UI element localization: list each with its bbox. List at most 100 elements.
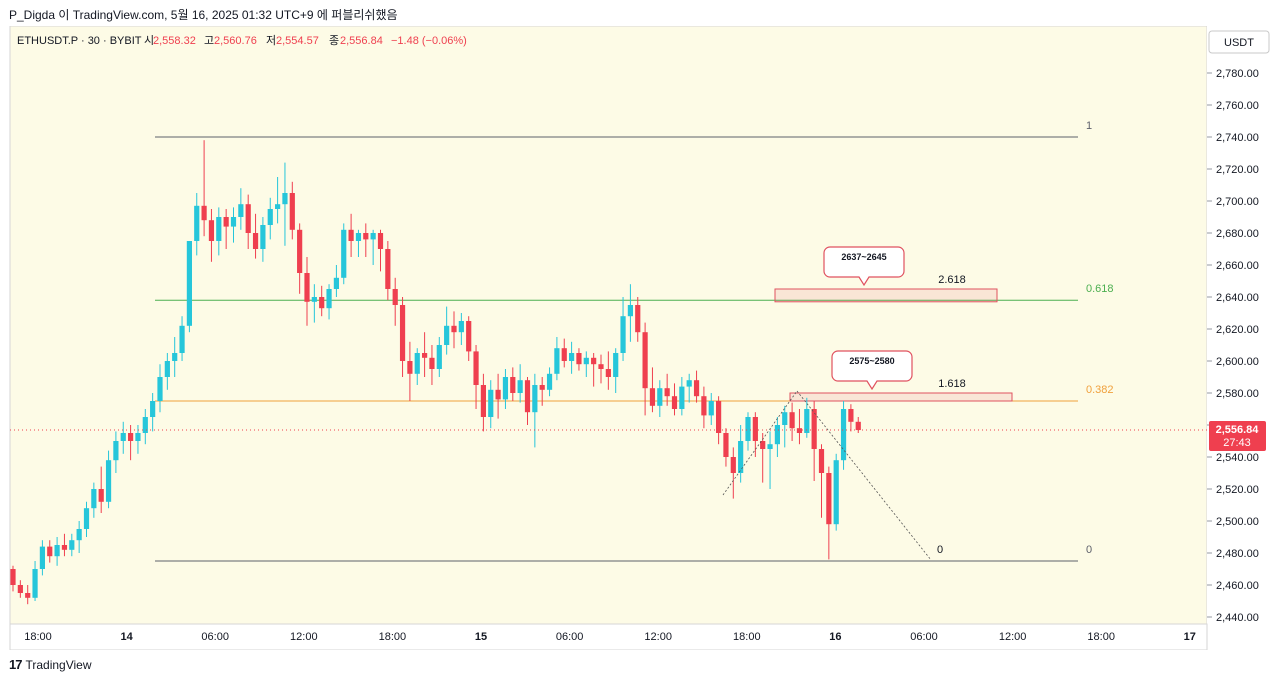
fib-label: 0.618 xyxy=(1086,283,1114,295)
candle xyxy=(69,533,75,557)
x-tick-label: 16 xyxy=(829,631,841,643)
candle xyxy=(363,223,369,257)
candle xyxy=(738,425,744,483)
candle-body xyxy=(142,417,148,433)
candle xyxy=(333,265,339,297)
candle-body xyxy=(91,489,97,509)
candle xyxy=(723,428,729,467)
candle-body xyxy=(69,540,75,550)
candle xyxy=(833,453,839,531)
candle-body xyxy=(745,417,751,441)
chart-plot-background xyxy=(9,25,1208,625)
candle xyxy=(569,341,575,374)
candle xyxy=(444,306,450,355)
y-tick-label: 2,660.00 xyxy=(1216,260,1259,272)
publish-caption: P_Digda 이 TradingView.com, 5월 16, 2025 0… xyxy=(9,8,398,22)
candle xyxy=(598,354,604,384)
candle xyxy=(230,207,237,243)
candle xyxy=(142,409,148,445)
x-tick-label: 12:00 xyxy=(290,631,318,643)
candle xyxy=(47,540,53,563)
legend-low: 2,554.57 xyxy=(276,35,319,47)
candle xyxy=(782,405,788,448)
candle xyxy=(657,380,663,417)
candle xyxy=(774,417,780,457)
candle-body xyxy=(385,249,391,289)
candle-body xyxy=(671,396,678,409)
candlestick-chart[interactable]: ETHUSDT.P · 30 · BYBIT 시 2,558.32 고 2,56… xyxy=(0,25,1280,651)
x-tick-label: 17 xyxy=(1184,631,1196,643)
candle xyxy=(341,223,347,285)
candle xyxy=(488,380,494,429)
candle xyxy=(458,313,464,345)
candle xyxy=(252,213,259,259)
candle xyxy=(686,373,692,403)
candle-body xyxy=(524,380,531,413)
candle-body xyxy=(238,204,244,217)
x-tick-label: 12:00 xyxy=(644,631,672,643)
candle-body xyxy=(32,569,38,598)
candle xyxy=(752,412,758,457)
candle-body xyxy=(128,433,134,441)
candle xyxy=(172,337,178,377)
candle xyxy=(120,421,126,454)
trend-line-up xyxy=(722,390,798,496)
fib-label-mid: 0 xyxy=(937,544,943,556)
legend-low-label: 저 xyxy=(266,34,276,47)
candle xyxy=(583,351,589,377)
candle xyxy=(105,450,112,509)
candle-body xyxy=(39,546,45,569)
y-tick-label: 2,600.00 xyxy=(1216,356,1259,368)
candle-body xyxy=(164,361,170,377)
candle-body xyxy=(605,369,611,377)
symbol-legend: ETHUSDT.P · 30 · BYBIT 시 2,558.32 고 2,56… xyxy=(17,34,467,47)
candle xyxy=(326,284,332,320)
candle xyxy=(17,580,23,598)
candle-body xyxy=(517,380,523,393)
candle-body xyxy=(826,473,832,525)
candle xyxy=(76,521,82,553)
candle-body xyxy=(135,433,141,441)
candle-body xyxy=(25,593,31,598)
candle-body xyxy=(576,353,582,365)
candle xyxy=(591,353,597,387)
currency-badge[interactable] xyxy=(1208,30,1270,54)
candle xyxy=(664,373,670,406)
candle xyxy=(730,447,736,499)
candle xyxy=(532,373,538,448)
tradingview-logo-icon: 17 xyxy=(9,657,23,672)
candle xyxy=(150,393,156,432)
candle xyxy=(208,209,215,262)
candle xyxy=(539,377,545,406)
x-tick-label: 06:00 xyxy=(201,631,229,643)
candle xyxy=(260,217,266,262)
candle-body xyxy=(282,193,288,205)
candle xyxy=(466,316,472,361)
legend-close-label: 종 xyxy=(329,35,339,47)
x-tick-label: 18:00 xyxy=(1087,631,1115,643)
candle-body xyxy=(848,409,854,422)
candle-body xyxy=(723,433,729,457)
y-tick-label: 2,500.00 xyxy=(1216,516,1259,528)
candle-body xyxy=(782,412,788,425)
candle-body xyxy=(649,388,656,406)
candle-body xyxy=(407,361,413,374)
candle xyxy=(701,386,707,429)
candle xyxy=(289,181,295,240)
candle xyxy=(804,397,810,438)
candle-body xyxy=(598,364,604,369)
candle-body xyxy=(105,460,112,502)
x-tick-label: 18:00 xyxy=(733,631,761,643)
candle-body xyxy=(311,297,317,302)
candle-body xyxy=(319,297,325,309)
candle xyxy=(98,466,104,513)
candle xyxy=(407,341,413,401)
candle xyxy=(32,561,38,601)
candle xyxy=(627,284,633,342)
candle-body xyxy=(686,380,692,387)
candle-body xyxy=(730,457,736,473)
price-countdown: 27:43 xyxy=(1223,437,1251,449)
candle-body xyxy=(61,545,68,550)
candle-body xyxy=(708,401,714,416)
candles xyxy=(10,140,861,605)
